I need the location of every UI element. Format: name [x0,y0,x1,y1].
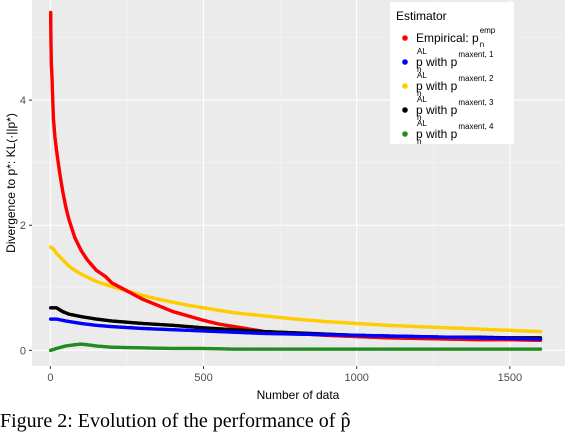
data-point [538,329,543,334]
y-axis-title: Divergence to p*: KL(·||p*) [4,113,18,253]
legend-sub: n [417,65,421,74]
x-tick-label: 1500 [498,372,522,384]
legend-item: ALp with pn maxent, 2 [402,71,494,98]
legend-label: p with p [416,79,458,93]
legend-item: ALp with pn maxent, 1 [402,47,494,74]
legend-hat: AL [417,119,427,128]
x-tick-label: 500 [194,372,212,384]
legend-item: ALp with pn maxent, 4 [402,119,494,146]
x-tick-label: 1000 [344,372,368,384]
legend-hat: AL [417,71,427,80]
x-tick-label: 0 [47,372,53,384]
legend-sup: maxent, 2 [458,74,494,83]
legend-label: p with p [416,55,458,69]
legend-sub: n [417,113,421,122]
legend-title: Estimator [396,9,447,23]
legend-sub: n [480,40,484,49]
legend-sup: emp [480,26,496,35]
legend-hat: AL [417,95,427,104]
legend-key [402,131,408,137]
legend-sup: maxent, 1 [458,50,494,59]
y-tick-label: 4 [20,95,26,107]
legend-label: Empirical: p [416,31,479,45]
data-series [48,10,543,353]
legend-sub: n [417,89,421,98]
legend-label: p with p [416,127,458,141]
legend-label: p with p [416,103,458,117]
legend-item: Empirical: p n emp [402,26,496,49]
data-point [538,347,543,351]
legend-key [402,83,408,89]
legend-key [402,35,408,41]
legend-sub: n [417,137,421,146]
legend-key [402,107,408,113]
series-2 [48,317,543,341]
series-5 [48,342,543,353]
chart: 0 500 1000 1500 0 2 4 Number of data Divergenc… [4,0,565,402]
legend-hat: AL [417,47,427,56]
legend-key [402,59,408,65]
x-axis-title: Number of data [257,388,340,402]
legend-sup: maxent, 4 [458,122,494,131]
y-tick-label: 2 [20,220,26,232]
axes: 0 500 1000 1500 0 2 4 [20,95,522,384]
legend-box [390,2,514,144]
figure-caption: Figure 2: Evolution of the performance o… [0,410,351,432]
legend-sup: maxent, 3 [458,98,494,107]
data-point [538,337,543,341]
y-tick-label: 0 [20,345,26,357]
legend-item: ALp with pn maxent, 3 [402,95,494,122]
